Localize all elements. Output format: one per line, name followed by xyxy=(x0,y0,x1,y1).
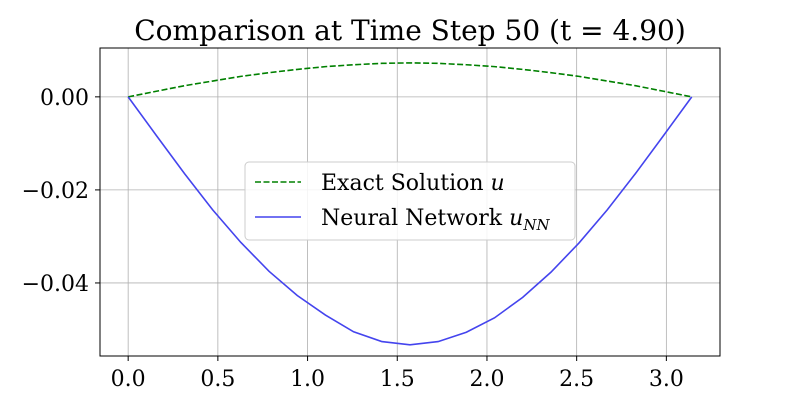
x-tick-label: 2.5 xyxy=(559,367,594,392)
legend-label: Exact Solution u xyxy=(321,171,505,196)
x-tick-label: 0.0 xyxy=(111,367,146,392)
x-tick-label: 3.0 xyxy=(649,367,684,392)
plot-area-frame xyxy=(99,47,721,357)
series-line-neural-network xyxy=(127,96,693,346)
y-tick-label: 0.00 xyxy=(40,86,89,111)
x-tick-label: 0.5 xyxy=(200,367,235,392)
x-tick-label: 2.0 xyxy=(469,367,504,392)
legend-box xyxy=(244,161,576,241)
legend: Exact Solution u Neural Network uNN xyxy=(244,161,576,241)
chart-title: Comparison at Time Step 50 (t = 4.90) xyxy=(134,14,686,47)
y-tick-label: −0.04 xyxy=(22,272,89,297)
axis-ticks: 0.0 0.5 1.0 1.5 2.0 2.5 3.0 0.00 −0.02 −0.04 xyxy=(22,86,684,392)
series-line-exact-solution xyxy=(128,62,692,98)
x-tick-label: 1.5 xyxy=(380,367,415,392)
legend-label: Neural Network uNN xyxy=(321,206,550,234)
x-tick-label: 1.0 xyxy=(290,367,325,392)
y-tick-label: −0.02 xyxy=(22,179,89,204)
series-lines xyxy=(127,62,693,346)
